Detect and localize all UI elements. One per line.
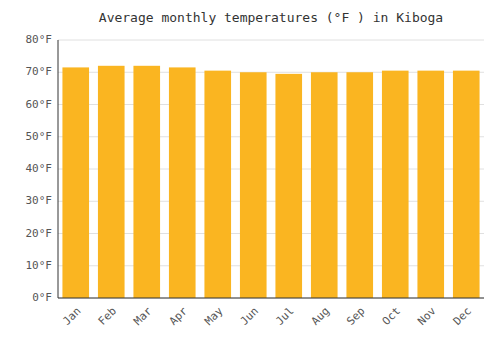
x-tick-label: May bbox=[202, 304, 226, 328]
bars bbox=[62, 66, 479, 298]
chart-container: 0°F 10°F 20°F 30°F 40°F 50°F 60°F 70°F 80°F Jan Fe… bbox=[0, 0, 500, 350]
y-tick-label: 60°F bbox=[26, 98, 53, 111]
y-tick-label: 80°F bbox=[26, 33, 53, 46]
grid bbox=[58, 40, 484, 298]
bar bbox=[275, 74, 302, 298]
x-axis-line bbox=[58, 298, 484, 299]
y-axis-ticks: 0°F 10°F 20°F 30°F 40°F 50°F 60°F 70°F 80°F bbox=[26, 33, 53, 304]
x-tick-label: Feb bbox=[96, 305, 119, 328]
x-tick-label: Mar bbox=[131, 304, 155, 328]
x-tick-label: Jan bbox=[60, 305, 83, 328]
x-tick-label: Jun bbox=[238, 305, 261, 328]
x-tick-label: Apr bbox=[167, 304, 191, 328]
bar bbox=[240, 72, 267, 298]
x-axis-labels: Jan Feb Mar Apr May Jun Jul Aug Sep Oct Nov Dec bbox=[60, 304, 474, 328]
grid-line bbox=[58, 40, 484, 41]
title: Average monthly temperatures (°F ) in Ki… bbox=[99, 10, 443, 25]
x-tick-label: Oct bbox=[380, 305, 403, 328]
axes bbox=[58, 40, 484, 298]
bar bbox=[382, 71, 409, 298]
bar bbox=[62, 67, 89, 298]
bar bbox=[169, 67, 196, 298]
y-tick-label: 70°F bbox=[26, 65, 53, 78]
x-tick-label: Nov bbox=[415, 304, 439, 328]
x-tick-label: Dec bbox=[451, 305, 474, 328]
x-tick-label: Jul bbox=[273, 305, 296, 328]
y-tick-label: 40°F bbox=[26, 162, 53, 175]
bar bbox=[311, 72, 338, 298]
x-tick-label: Sep bbox=[344, 305, 367, 328]
bar bbox=[98, 66, 125, 298]
grid-line bbox=[58, 298, 484, 299]
bar bbox=[417, 71, 444, 298]
bar bbox=[453, 71, 480, 298]
y-tick-label: 0°F bbox=[32, 291, 52, 304]
bar bbox=[133, 66, 160, 298]
x-tick-label: Aug bbox=[309, 305, 332, 328]
y-tick-label: 50°F bbox=[26, 130, 53, 143]
bar bbox=[204, 71, 231, 298]
y-tick-label: 20°F bbox=[26, 227, 53, 240]
bar bbox=[346, 72, 373, 298]
chart: 0°F 10°F 20°F 30°F 40°F 50°F 60°F 70°F 80°F Jan Fe… bbox=[0, 0, 500, 350]
y-tick-label: 10°F bbox=[26, 259, 53, 272]
y-tick-label: 30°F bbox=[26, 194, 53, 207]
y-axis-line bbox=[58, 40, 59, 298]
